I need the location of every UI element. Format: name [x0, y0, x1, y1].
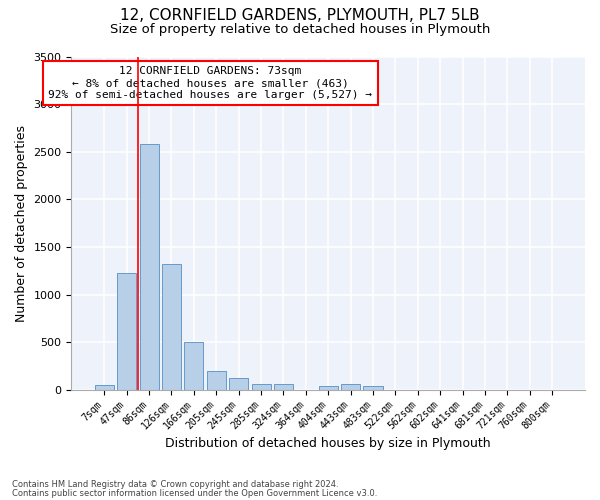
Text: Contains public sector information licensed under the Open Government Licence v3: Contains public sector information licen… [12, 488, 377, 498]
Bar [117, 272, 136, 390]
Bar [162, 264, 181, 390]
Bar [251, 384, 271, 390]
Text: Size of property relative to detached houses in Plymouth: Size of property relative to detached ho… [110, 22, 490, 36]
Bar [184, 342, 203, 390]
Bar [341, 384, 360, 390]
Bar [140, 144, 158, 390]
Text: 12, CORNFIELD GARDENS, PLYMOUTH, PL7 5LB: 12, CORNFIELD GARDENS, PLYMOUTH, PL7 5LB [120, 8, 480, 22]
Bar [274, 384, 293, 390]
Bar [319, 386, 338, 390]
Text: 12 CORNFIELD GARDENS: 73sqm
← 8% of detached houses are smaller (463)
92% of sem: 12 CORNFIELD GARDENS: 73sqm ← 8% of deta… [48, 66, 372, 100]
X-axis label: Distribution of detached houses by size in Plymouth: Distribution of detached houses by size … [166, 437, 491, 450]
Bar [229, 378, 248, 390]
Y-axis label: Number of detached properties: Number of detached properties [15, 124, 28, 322]
Bar [364, 386, 383, 390]
Bar [95, 385, 114, 390]
Text: Contains HM Land Registry data © Crown copyright and database right 2024.: Contains HM Land Registry data © Crown c… [12, 480, 338, 489]
Bar [207, 370, 226, 390]
